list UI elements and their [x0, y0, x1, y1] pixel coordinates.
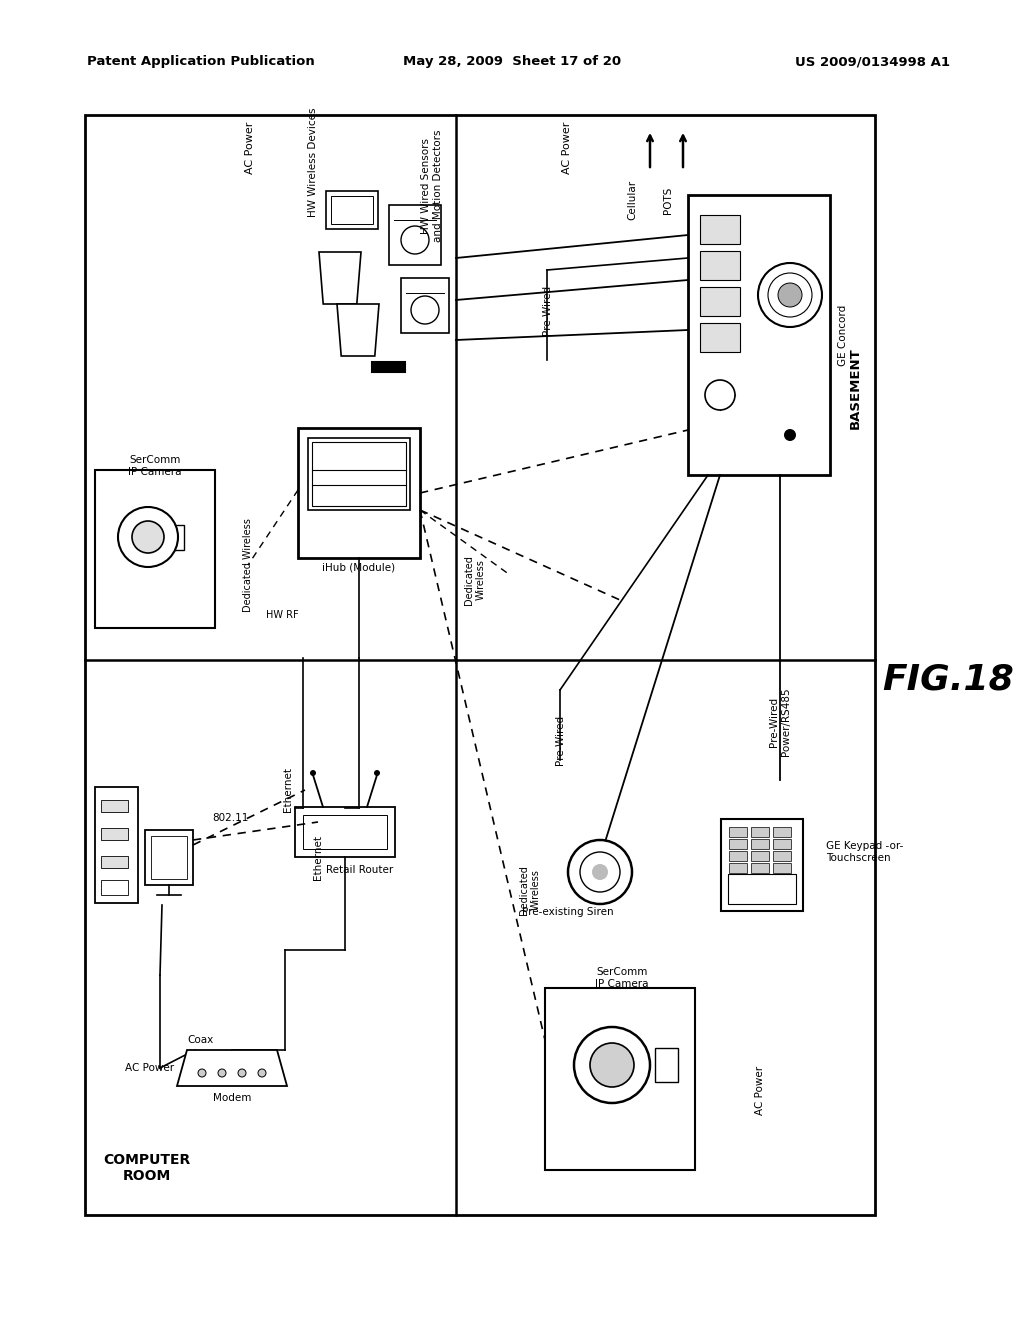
Bar	[101, 855, 128, 869]
Circle shape	[592, 865, 608, 880]
Circle shape	[310, 770, 316, 776]
Bar	[700, 251, 740, 280]
Circle shape	[258, 1069, 266, 1077]
Bar	[312, 442, 406, 506]
Bar	[331, 195, 373, 224]
Text: Coax: Coax	[186, 1035, 213, 1045]
Circle shape	[580, 851, 620, 892]
Bar	[655, 1048, 678, 1082]
Text: GE Keypad -or-
Touchscreen: GE Keypad -or- Touchscreen	[826, 841, 903, 863]
Text: Pre-existing Siren: Pre-existing Siren	[522, 907, 613, 917]
Text: GE Concord: GE Concord	[838, 305, 848, 366]
Bar	[298, 428, 420, 558]
Bar	[145, 830, 193, 884]
Bar	[751, 863, 769, 873]
Text: SerComm
IP Camera: SerComm IP Camera	[595, 968, 649, 989]
Bar	[401, 277, 449, 333]
Bar	[751, 828, 769, 837]
Bar	[389, 205, 441, 265]
Bar	[773, 863, 791, 873]
Circle shape	[705, 380, 735, 411]
Text: COMPUTER
ROOM: COMPUTER ROOM	[103, 1152, 190, 1183]
Bar	[101, 880, 128, 895]
Bar	[326, 191, 378, 228]
Bar	[729, 863, 746, 873]
Text: Pre-Wired: Pre-Wired	[555, 715, 565, 766]
Circle shape	[590, 1043, 634, 1086]
Circle shape	[778, 282, 802, 308]
Bar	[773, 828, 791, 837]
Text: AC Power: AC Power	[245, 121, 255, 174]
Bar	[728, 874, 796, 904]
Bar	[95, 787, 138, 903]
Bar	[700, 323, 740, 352]
Text: AC Power: AC Power	[125, 1063, 174, 1073]
Text: Pre-Wired: Pre-Wired	[542, 285, 552, 335]
Bar	[372, 362, 406, 372]
Bar	[688, 195, 830, 475]
Circle shape	[568, 840, 632, 904]
Bar	[773, 851, 791, 861]
Polygon shape	[337, 304, 379, 356]
Text: SerComm
IP Camera: SerComm IP Camera	[128, 455, 181, 477]
Circle shape	[411, 296, 439, 323]
Text: iHub (Module): iHub (Module)	[323, 564, 395, 573]
Circle shape	[118, 507, 178, 568]
Bar	[95, 470, 215, 628]
Bar	[700, 286, 740, 315]
Text: HW Wireless Devices: HW Wireless Devices	[308, 107, 318, 216]
Circle shape	[574, 1027, 650, 1104]
Bar	[773, 840, 791, 849]
Circle shape	[374, 770, 380, 776]
Text: AC Power: AC Power	[755, 1065, 765, 1114]
Bar	[101, 800, 128, 812]
Circle shape	[758, 263, 822, 327]
Bar	[751, 840, 769, 849]
Text: Ethernet: Ethernet	[283, 767, 293, 813]
Text: Cellular: Cellular	[627, 180, 637, 220]
Text: US 2009/0134998 A1: US 2009/0134998 A1	[795, 55, 950, 69]
Text: Dedicated Wireless: Dedicated Wireless	[243, 517, 253, 612]
Text: Modem: Modem	[213, 1093, 251, 1104]
Text: May 28, 2009  Sheet 17 of 20: May 28, 2009 Sheet 17 of 20	[402, 55, 622, 69]
Text: Retail Router: Retail Router	[327, 865, 393, 875]
Circle shape	[198, 1069, 206, 1077]
Circle shape	[784, 429, 796, 441]
Bar	[545, 987, 695, 1170]
Text: Dedicated
Wireless: Dedicated Wireless	[519, 865, 541, 915]
Text: 802.11: 802.11	[212, 813, 248, 822]
Bar	[101, 828, 128, 840]
Circle shape	[768, 273, 812, 317]
Text: BASEMENT: BASEMENT	[849, 347, 861, 429]
Text: HW RF: HW RF	[265, 610, 298, 620]
Circle shape	[218, 1069, 226, 1077]
Bar	[166, 525, 184, 550]
Text: Pre-Wired
Power/RS485: Pre-Wired Power/RS485	[769, 688, 791, 756]
Text: FIG.18: FIG.18	[882, 663, 1014, 697]
Text: AC Power: AC Power	[562, 121, 572, 174]
Text: Patent Application Publication: Patent Application Publication	[87, 55, 314, 69]
Circle shape	[132, 521, 164, 553]
Bar	[308, 438, 410, 510]
Text: Dedicated
Wireless: Dedicated Wireless	[464, 556, 485, 605]
Bar	[85, 115, 874, 1214]
Bar	[700, 215, 740, 244]
Bar	[729, 828, 746, 837]
Bar	[151, 836, 187, 879]
Bar	[721, 818, 803, 911]
Text: Ethernet: Ethernet	[313, 836, 323, 880]
Text: HW Wired Sensors
and Motion Detectors: HW Wired Sensors and Motion Detectors	[421, 129, 442, 243]
Bar	[729, 840, 746, 849]
Polygon shape	[319, 252, 361, 304]
Bar	[295, 807, 395, 857]
Bar	[303, 814, 387, 849]
Bar	[751, 851, 769, 861]
Bar	[729, 851, 746, 861]
Polygon shape	[177, 1049, 287, 1086]
Circle shape	[401, 226, 429, 253]
Circle shape	[238, 1069, 246, 1077]
Text: POTS: POTS	[663, 186, 673, 214]
